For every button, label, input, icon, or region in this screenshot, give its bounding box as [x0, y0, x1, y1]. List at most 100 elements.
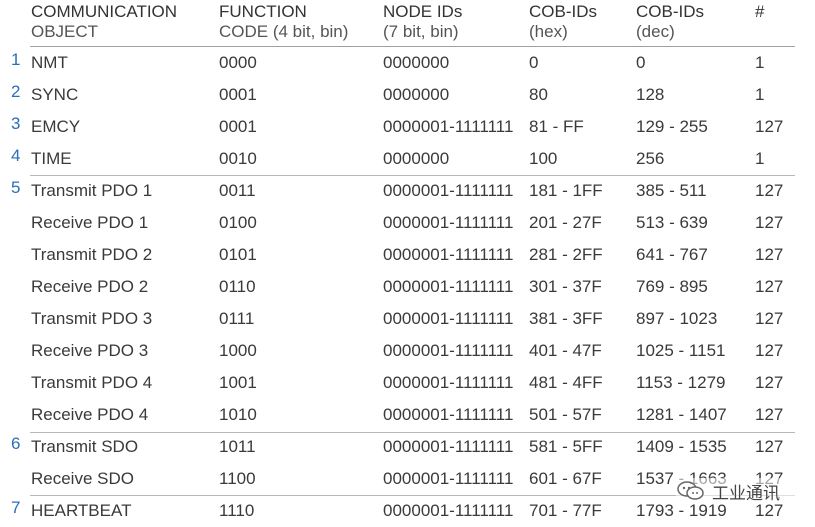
object-name: Receive SDO — [31, 469, 134, 488]
count: 127 — [755, 309, 784, 328]
cob-id-dec: 256 — [636, 149, 665, 168]
node-ids: 0000001-1111111 — [383, 341, 514, 360]
table-row: 4 TIME 0010 0000000 100 256 1 — [0, 143, 815, 175]
object-name: Transmit PDO 2 — [31, 245, 153, 264]
object-name: Receive PDO 1 — [31, 213, 149, 232]
header-node-ids: NODE IDs (7 bit, bin) — [383, 2, 463, 41]
node-ids: 0000001-1111111 — [383, 309, 514, 328]
node-ids: 0000000 — [383, 53, 450, 72]
node-ids: 0000000 — [383, 149, 450, 168]
function-code: 1011 — [219, 437, 256, 456]
object-name: TIME — [31, 149, 72, 168]
cob-id-hex: 181 - 1FF — [529, 181, 603, 200]
node-ids: 0000001-1111111 — [383, 213, 514, 232]
table-row: Receive PDO 1 0100 0000001-1111111 201 - 27… — [0, 207, 815, 239]
node-ids: 0000001-1111111 — [383, 501, 514, 520]
header-cob-ids-dec: COB-IDs (dec) — [636, 2, 704, 41]
header-cob-ids-hex: COB-IDs (hex) — [529, 2, 597, 41]
function-code: 1010 — [219, 405, 257, 424]
function-code: 0000 — [219, 53, 257, 72]
function-code: 0010 — [219, 149, 257, 168]
group-number: 7 — [11, 498, 21, 517]
group-divider — [30, 175, 795, 176]
watermark: 工业通讯 — [676, 478, 804, 504]
table-row: 7 HEARTBEAT 1110 0000001-1111111 701 - 77F 17… — [0, 495, 815, 527]
group-number: 2 — [11, 82, 21, 101]
node-ids: 0000001-1111111 — [383, 117, 514, 136]
count: 127 — [755, 277, 784, 296]
cob-id-hex: 80 — [529, 85, 548, 104]
cob-id-hex: 701 - 77F — [529, 501, 602, 520]
count: 1 — [755, 85, 765, 104]
table-row: 1 NMT 0000 0000000 0 0 1 — [0, 47, 815, 79]
cob-id-dec: 1281 - 1407 — [636, 405, 727, 424]
table-row: Transmit PDO 2 0101 0000001-1111111 281 - 2… — [0, 239, 815, 271]
table-row: 5 Transmit PDO 1 0011 0000001-1111111 181 - … — [0, 175, 815, 207]
cob-id-dec: 641 - 767 — [636, 245, 708, 264]
cob-id-hex: 501 - 57F — [529, 405, 602, 424]
node-ids: 0000001-1111111 — [383, 245, 514, 264]
object-name: HEARTBEAT — [31, 501, 132, 520]
cob-id-hex: 0 — [529, 53, 539, 72]
function-code: 1001 — [219, 373, 257, 392]
cob-id-hex: 281 - 2FF — [529, 245, 603, 264]
table-row: Receive PDO 3 1000 0000001-1111111 401 - 47… — [0, 335, 815, 367]
cob-id-dec: 0 — [636, 53, 646, 72]
function-code: 1100 — [219, 469, 256, 488]
node-ids: 0000001-1111111 — [383, 373, 514, 392]
count: 127 — [755, 245, 784, 264]
group-number: 4 — [11, 146, 21, 165]
object-name: Transmit PDO 4 — [31, 373, 153, 392]
group-divider — [30, 495, 795, 496]
cob-id-hex: 401 - 47F — [529, 341, 602, 360]
node-ids: 0000001-1111111 — [383, 437, 514, 456]
function-code: 0100 — [219, 213, 257, 232]
object-name: SYNC — [31, 85, 79, 104]
cob-id-hex: 301 - 37F — [529, 277, 602, 296]
object-name: Transmit SDO — [31, 437, 139, 456]
cob-id-dec: 1793 - 1919 — [636, 501, 727, 520]
cob-id-hex: 581 - 5FF — [529, 437, 603, 456]
header-function-code: FUNCTION CODE (4 bit, bin) — [219, 2, 349, 41]
header-count: # — [755, 2, 765, 21]
table-row: 6 Transmit SDO 1011 0000001-1111111 581 - 5F… — [0, 431, 815, 463]
count: 127 — [755, 181, 784, 200]
count: 127 — [755, 373, 784, 392]
object-name: Receive PDO 4 — [31, 405, 149, 424]
cob-id-dec: 385 - 511 — [636, 181, 707, 200]
object-name: EMCY — [31, 117, 81, 136]
cob-id-hex: 81 - FF — [529, 117, 584, 136]
watermark-text: 工业通讯 — [712, 483, 780, 504]
table-row: 2 SYNC 0001 0000000 80 128 1 — [0, 79, 815, 111]
function-code: 0001 — [219, 117, 257, 136]
function-code: 1110 — [219, 501, 255, 520]
group-divider — [30, 432, 795, 433]
count: 127 — [755, 213, 784, 232]
cob-id-dec: 1409 - 1535 — [636, 437, 727, 456]
cob-id-hex: 381 - 3FF — [529, 309, 603, 328]
table-row: Transmit PDO 3 0111 0000001-1111111 381 - 3… — [0, 303, 815, 335]
header-communication-object: COMMUNICATION OBJECT — [31, 2, 178, 41]
count: 127 — [755, 117, 784, 136]
object-name: Receive PDO 3 — [31, 341, 149, 360]
table-row: 3 EMCY 0001 0000001-1111111 81 - FF 129 - 255… — [0, 111, 815, 143]
cob-id-dec: 1153 - 1279 — [636, 373, 726, 392]
cob-id-hex: 201 - 27F — [529, 213, 602, 232]
cob-id-hex: 100 — [529, 149, 558, 168]
object-name: NMT — [31, 53, 68, 72]
cob-id-dec: 513 - 639 — [636, 213, 708, 232]
cob-id-hex: 601 - 67F — [529, 469, 602, 488]
header-divider — [30, 46, 795, 47]
function-code: 1000 — [219, 341, 257, 360]
cob-id-dec: 128 — [636, 85, 665, 104]
wechat-icon — [677, 481, 704, 500]
function-code: 0001 — [219, 85, 257, 104]
function-code: 0101 — [219, 245, 257, 264]
cob-id-dec: 897 - 1023 — [636, 309, 718, 328]
count: 1 — [755, 149, 765, 168]
group-number: 5 — [11, 178, 21, 197]
group-number: 6 — [11, 434, 21, 453]
count: 127 — [755, 437, 784, 456]
object-name: Transmit PDO 1 — [31, 181, 153, 200]
